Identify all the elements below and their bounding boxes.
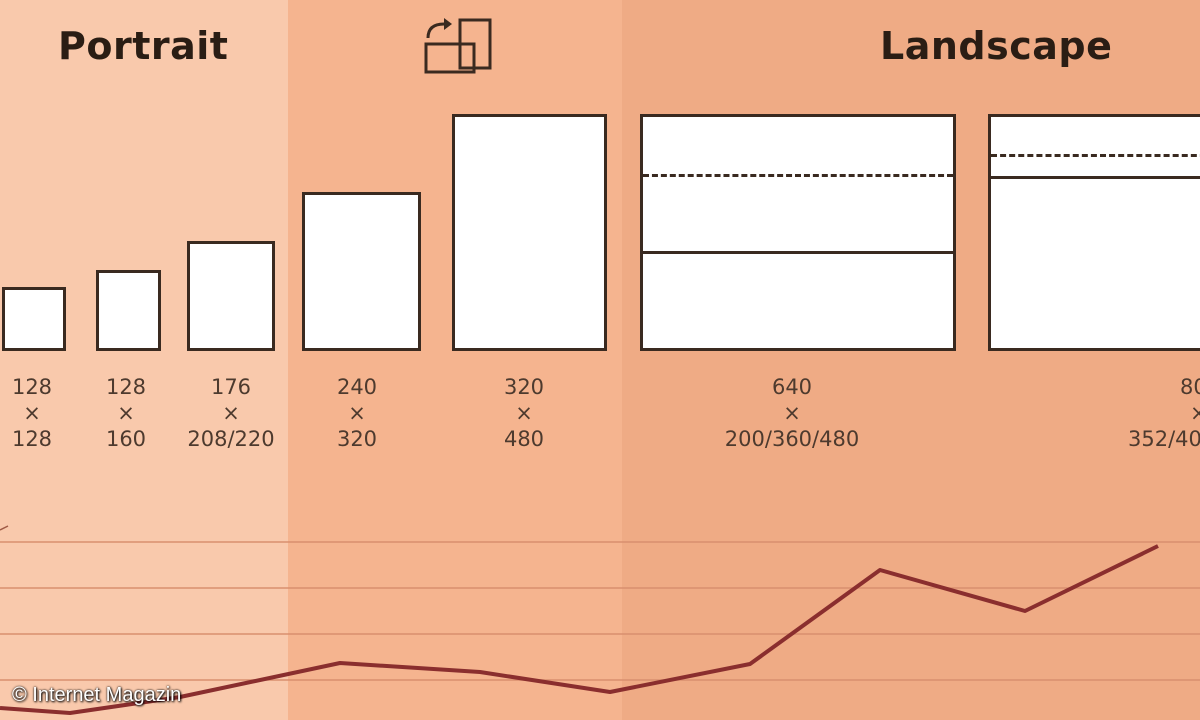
axis-tick — [0, 525, 9, 531]
portrait-heading: Portrait — [58, 24, 229, 68]
height-400-line — [991, 176, 1200, 179]
portrait-band — [0, 0, 288, 720]
copyright-watermark: © Internet Magazin — [12, 684, 182, 706]
screen-800-landscape — [988, 114, 1200, 351]
screen-176x220 — [187, 241, 275, 351]
screen-128x160 — [96, 270, 161, 351]
landscape-heading: Landscape — [880, 24, 1113, 68]
screen-128x128 — [2, 287, 66, 351]
resolution-label: 240 × 320 — [336, 375, 378, 451]
screen-640-landscape — [640, 114, 956, 351]
resolution-label: 176 × 208/220 — [187, 375, 275, 451]
resolution-label: 640 × 200/360/480 — [724, 375, 860, 451]
height-352-line — [991, 154, 1200, 157]
resolution-label: 80×352/40 — [1128, 375, 1200, 451]
screen-320x480 — [452, 114, 607, 351]
trend-line — [0, 544, 1159, 715]
rotate-orientation-icon — [424, 18, 492, 74]
resolution-label: 128 × 160 — [105, 375, 147, 451]
height-360-line — [643, 251, 953, 254]
screen-240x320 — [302, 192, 421, 351]
resolution-label: 320 × 480 — [503, 375, 545, 451]
height-200-line — [643, 174, 953, 177]
resolution-label: 128 × 128 — [11, 375, 53, 451]
